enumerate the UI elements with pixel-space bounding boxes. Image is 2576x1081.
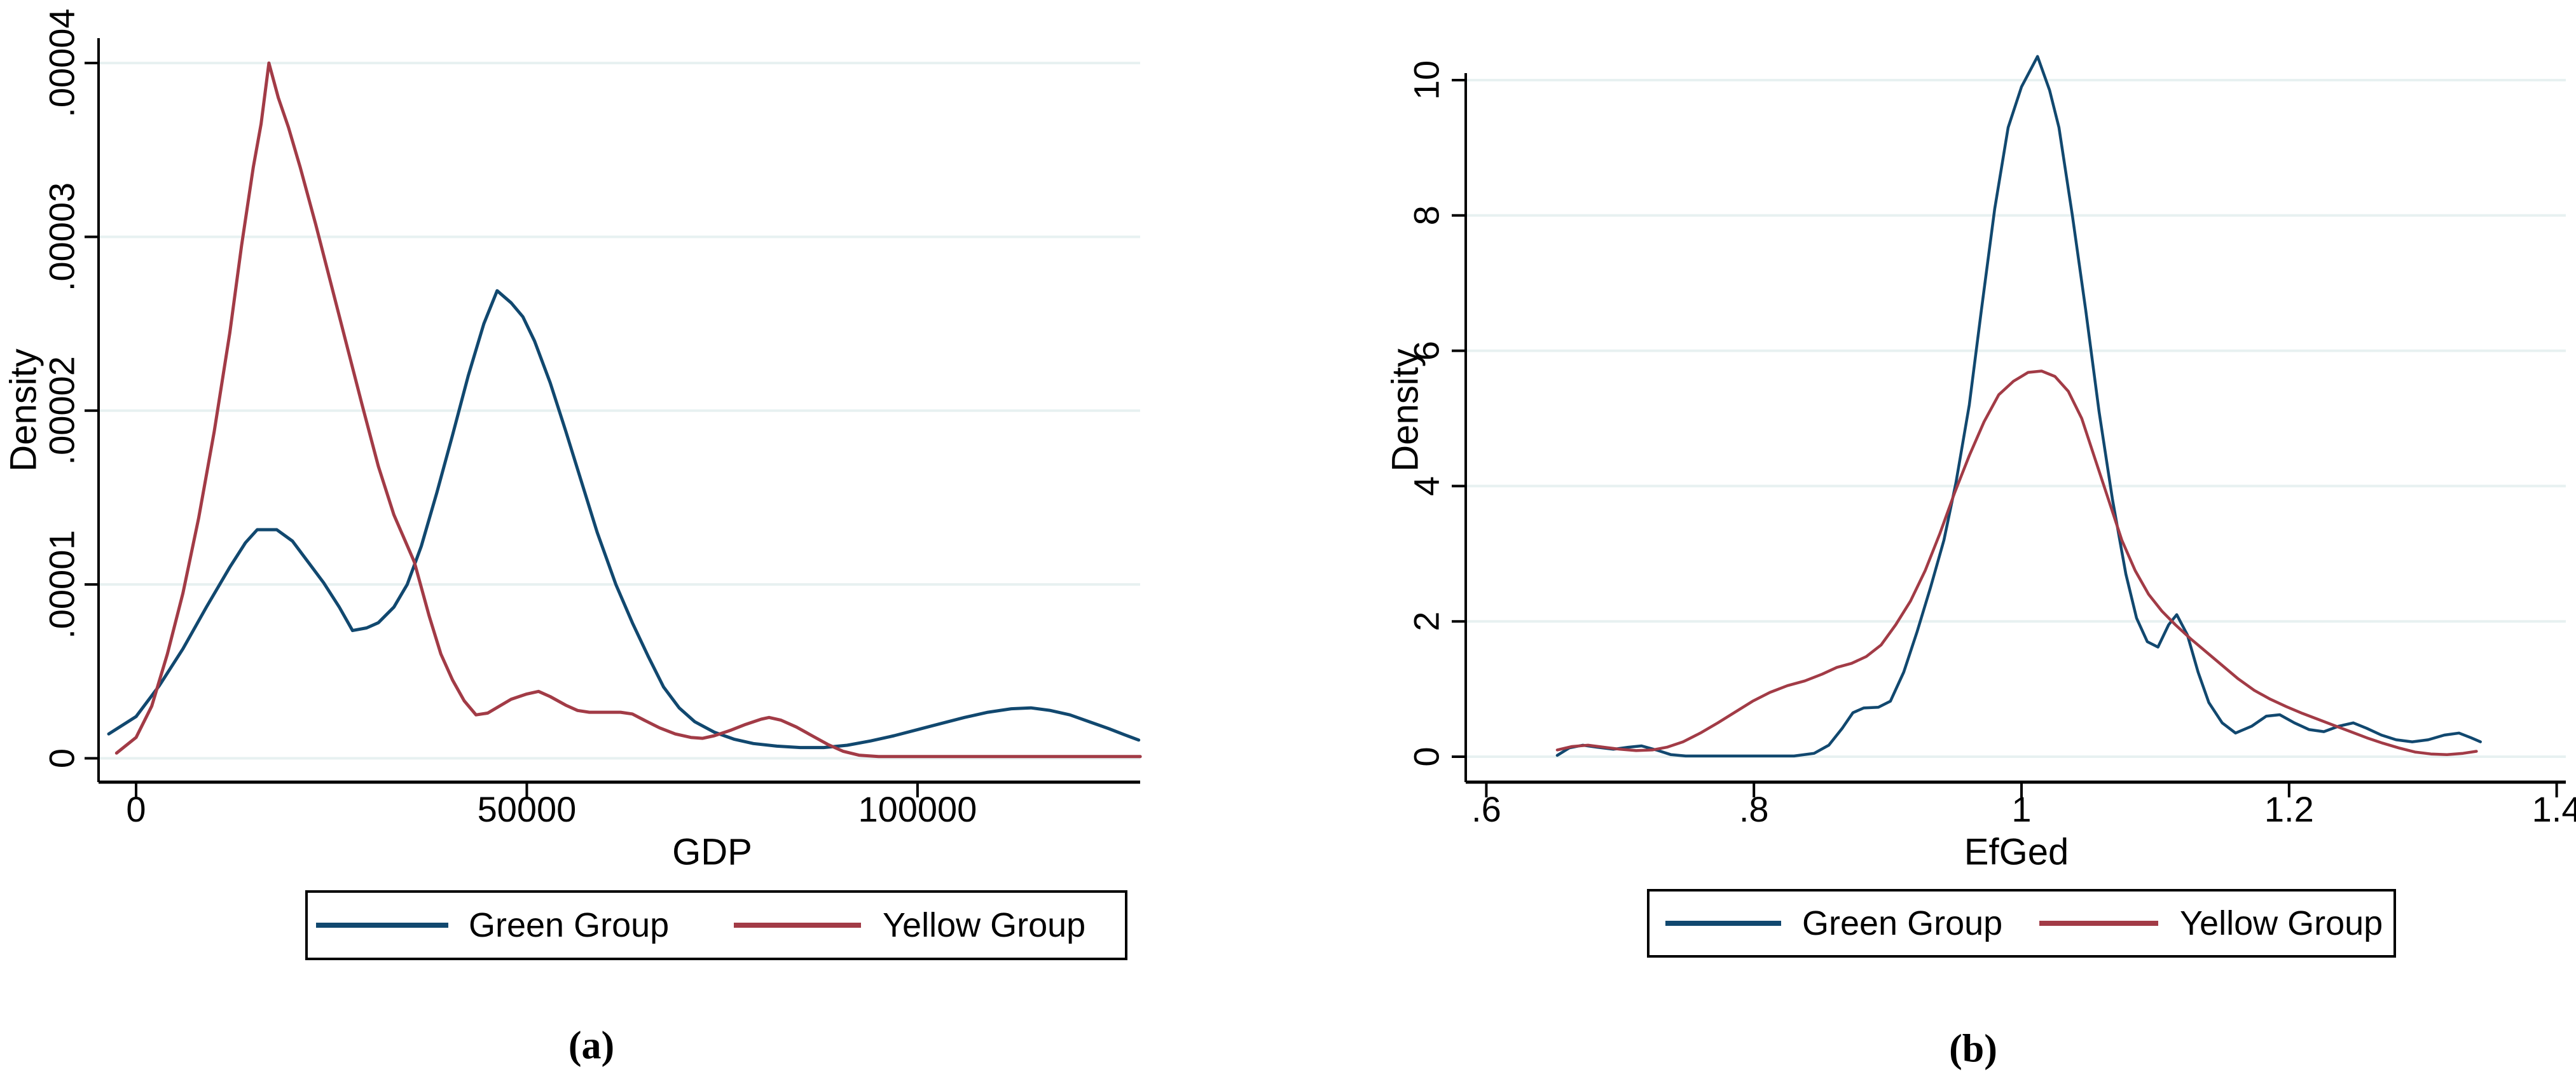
legend-label-green-group: Green Group xyxy=(1802,904,2003,942)
legend-label-yellow-group: Yellow Group xyxy=(2180,904,2383,942)
x-tick-label: 50000 xyxy=(478,789,577,829)
legend-panel-a: Green Group Yellow Group xyxy=(305,890,1127,960)
x-tick-label: 1.2 xyxy=(2264,789,2314,829)
y-tick-label: 8 xyxy=(1407,205,1447,225)
legend-label-green-group: Green Group xyxy=(469,906,670,944)
yellow-group-line-sample xyxy=(734,923,861,928)
panel-caption-a: (a) xyxy=(568,1024,615,1068)
y-tick-label: .00001 xyxy=(42,530,82,639)
density-curve-yellow-group xyxy=(114,61,1142,759)
x-tick-label: 1.4 xyxy=(2532,789,2576,829)
density-curve-yellow-group xyxy=(1555,369,2478,757)
y-axis-title-a: Density xyxy=(3,348,45,472)
legend-label-yellow-group: Yellow Group xyxy=(883,906,1086,944)
green-group-line-sample xyxy=(316,923,448,928)
x-tick-label: 0 xyxy=(126,789,146,829)
y-tick-label: .00004 xyxy=(42,8,82,117)
x-tick-label: 1 xyxy=(2011,789,2031,829)
x-tick-label: 100000 xyxy=(858,789,977,829)
y-tick-label: 4 xyxy=(1407,476,1447,496)
x-axis-title-a: GDP xyxy=(672,831,752,873)
panel-caption-b: (b) xyxy=(1949,1027,1997,1071)
x-tick-label: .6 xyxy=(1471,789,1501,829)
y-tick-label: 0 xyxy=(1407,747,1447,766)
green-group-line-sample xyxy=(1665,921,1781,926)
y-tick-label: .00002 xyxy=(42,356,82,465)
y-axis-title-b: Density xyxy=(1384,348,1426,472)
legend-panel-b: Green Group Yellow Group xyxy=(1647,889,2396,958)
y-tick-label: 2 xyxy=(1407,612,1447,631)
density-curve-green-group xyxy=(1555,55,2482,758)
y-tick-label: 6 xyxy=(1407,341,1447,361)
x-axis-title-b: EfGed xyxy=(1964,831,2069,873)
y-tick-label: .00003 xyxy=(42,182,82,291)
y-tick-label: 10 xyxy=(1407,60,1447,100)
x-tick-label: .8 xyxy=(1739,789,1769,829)
y-tick-label: 0 xyxy=(42,748,82,768)
density-curve-green-group xyxy=(107,289,1141,750)
yellow-group-line-sample xyxy=(2039,921,2158,926)
